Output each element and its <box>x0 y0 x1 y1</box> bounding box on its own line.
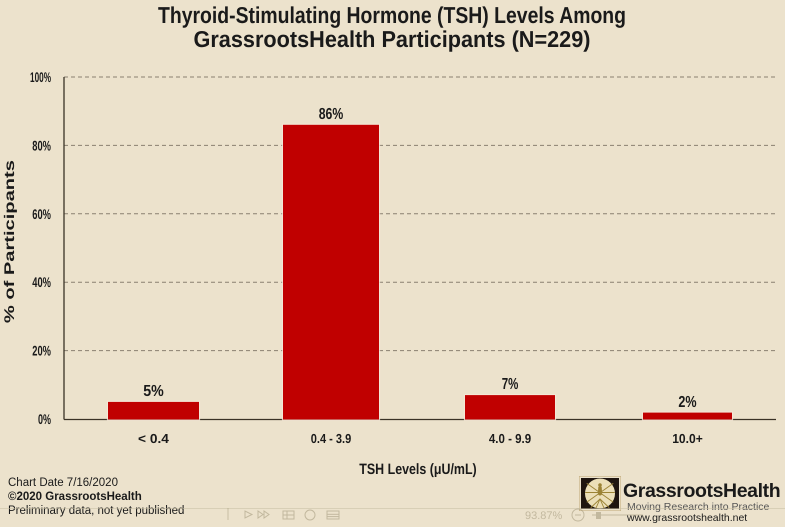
svg-text:TSH Levels (μU/mL): TSH Levels (μU/mL) <box>359 461 476 478</box>
svg-text:0%: 0% <box>38 411 51 427</box>
svg-text:0.4 - 3.9: 0.4 - 3.9 <box>311 431 352 446</box>
svg-text:93.87%: 93.87% <box>525 510 563 522</box>
svg-text:40%: 40% <box>32 274 51 290</box>
svg-text:80%: 80% <box>32 137 51 153</box>
svg-text:20%: 20% <box>32 343 51 359</box>
svg-text:5%: 5% <box>143 383 164 400</box>
svg-text:100%: 100% <box>30 69 51 85</box>
svg-text:Thyroid-Stimulating Hormone (T: Thyroid-Stimulating Hormone (TSH) Levels… <box>158 2 626 28</box>
svg-text:86%: 86% <box>319 106 344 123</box>
svg-text:7%: 7% <box>502 376 519 393</box>
svg-text:60%: 60% <box>32 206 51 222</box>
svg-text:4.0 - 9.9: 4.0 - 9.9 <box>489 431 531 446</box>
svg-text:< 0.4: < 0.4 <box>138 431 170 446</box>
svg-text:10.0+: 10.0+ <box>672 431 703 446</box>
svg-text:GrassrootsHealth Participants: GrassrootsHealth Participants (N=229) <box>194 26 591 52</box>
svg-text:2%: 2% <box>678 394 696 411</box>
svg-text:% of Participants: % of Participants <box>1 160 17 323</box>
